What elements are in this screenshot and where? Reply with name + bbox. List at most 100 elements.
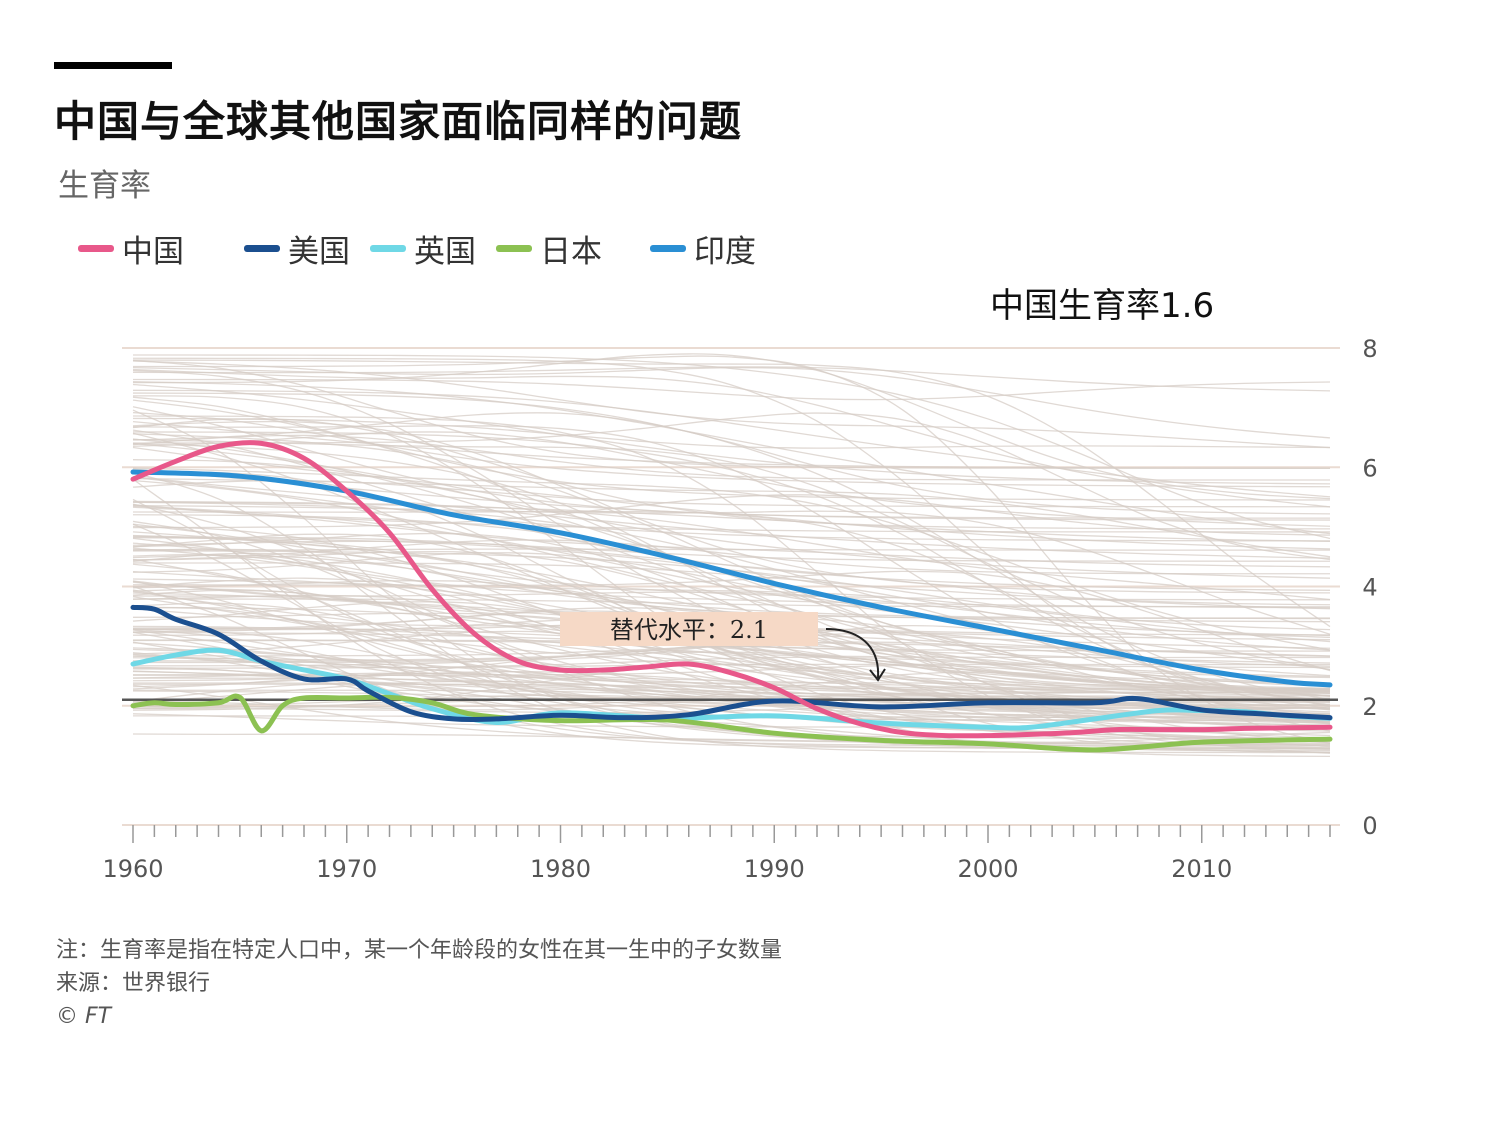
country-line <box>132 477 1331 558</box>
country-line <box>132 389 1331 498</box>
legend-item-uk: 英国 <box>370 226 476 270</box>
country-line <box>132 471 1331 754</box>
country-line <box>132 359 1331 628</box>
note-text: 注：生育率是指在特定人口中，某一个年龄段的女性在其一生中的子女数量 <box>56 938 783 963</box>
x-tick-label-1990: 1990 <box>744 855 805 883</box>
x-tick-label-2010: 2010 <box>1171 855 1232 883</box>
country-line <box>132 537 1331 609</box>
country-line <box>132 552 1331 623</box>
country-line <box>132 504 1331 635</box>
replacement-arrow <box>825 628 880 679</box>
replacement-annotation: 替代水平：2.1 <box>560 612 886 682</box>
chart-legend: 中国 美国 英国 日本 印度 <box>78 226 838 270</box>
country-line <box>132 494 1331 536</box>
country-line <box>132 506 1331 568</box>
country-line <box>132 554 1331 620</box>
x-tick-label-2000: 2000 <box>957 855 1018 883</box>
country-line <box>132 392 1331 701</box>
country-line <box>132 684 1331 745</box>
y-tick-label-8: 8 <box>1362 335 1377 363</box>
legend-swatch-usa <box>244 244 280 252</box>
country-line <box>132 558 1331 715</box>
replacement-arrowhead <box>869 668 886 682</box>
country-line <box>132 476 1331 542</box>
legend-label-japan: 日本 <box>540 233 602 270</box>
country-line <box>132 446 1331 550</box>
country-line <box>132 606 1331 707</box>
legend-label-usa: 美国 <box>288 233 350 270</box>
country-line <box>132 505 1331 671</box>
chart-title: 中国与全球其他国家面临同样的问题 <box>54 97 743 146</box>
country-line <box>132 475 1331 559</box>
country-line <box>132 417 1331 449</box>
legend-swatch-india <box>650 244 686 252</box>
country-line <box>132 700 1331 714</box>
legend-label-india: 印度 <box>694 233 756 270</box>
country-line <box>132 537 1331 651</box>
country-line <box>132 409 1331 740</box>
legend-item-japan: 日本 <box>496 226 602 270</box>
country-line <box>132 552 1331 637</box>
series-line-0 <box>130 440 1333 739</box>
axes: 1960 1970 1980 1990 2000 2010 0 2 4 6 8 <box>102 335 1377 883</box>
country-line <box>132 715 1331 743</box>
legend-swatch-china <box>78 244 114 252</box>
country-line <box>132 591 1331 638</box>
legend-swatch-uk <box>370 244 406 252</box>
country-line <box>132 539 1331 575</box>
country-line <box>132 647 1331 700</box>
country-line <box>132 570 1331 672</box>
x-tick-label-1960: 1960 <box>102 855 163 883</box>
x-tick-label-1980: 1980 <box>530 855 591 883</box>
legend-item-india: 印度 <box>650 226 756 270</box>
country-line <box>132 434 1331 481</box>
y-tick-label-2: 2 <box>1362 693 1377 721</box>
legend-item-usa: 美国 <box>244 226 350 270</box>
country-line <box>132 383 1331 485</box>
series-line-2 <box>130 647 1333 731</box>
legend-item-china: 中国 <box>78 226 184 270</box>
country-line <box>132 353 1331 500</box>
country-line <box>132 501 1331 708</box>
country-line <box>132 396 1331 501</box>
x-tick-label-1970: 1970 <box>316 855 377 883</box>
country-line <box>132 355 1331 745</box>
y-tick-label-0: 0 <box>1362 812 1377 840</box>
country-line <box>132 479 1331 695</box>
replacement-label-box <box>560 612 818 646</box>
country-line <box>132 651 1331 697</box>
y-tick-label-6: 6 <box>1362 454 1377 482</box>
china-rate-annotation: 中国生育率1.6 <box>990 286 1215 326</box>
country-line <box>132 420 1331 594</box>
chart-notes: 注：生育率是指在特定人口中，某一个年龄段的女性在其一生中的子女数量 来源：世界银… <box>56 934 782 1033</box>
series-line-1 <box>130 604 1333 723</box>
title-rule <box>54 62 172 69</box>
country-line <box>132 459 1331 579</box>
country-line <box>132 395 1331 743</box>
source-text: 来源：世界银行 <box>56 971 211 996</box>
country-line <box>132 415 1331 751</box>
country-line <box>132 381 1331 535</box>
country-line <box>132 399 1331 744</box>
country-line <box>132 359 1331 469</box>
legend-label-china: 中国 <box>122 233 184 270</box>
chart-subtitle: 生育率 <box>58 168 151 204</box>
credit-text: © FT <box>56 1004 112 1029</box>
y-tick-label-4: 4 <box>1362 574 1377 602</box>
country-line <box>132 580 1331 726</box>
legend-swatch-japan <box>496 244 532 252</box>
country-line <box>132 443 1331 695</box>
legend-label-uk: 英国 <box>414 233 476 270</box>
highlighted-series <box>130 440 1333 753</box>
country-line <box>132 354 1331 540</box>
country-line <box>132 360 1331 449</box>
country-line <box>132 412 1331 515</box>
country-line <box>132 683 1331 746</box>
series-line-3 <box>130 693 1333 753</box>
country-line <box>132 366 1331 439</box>
country-line <box>132 378 1331 401</box>
country-line <box>132 631 1331 709</box>
other-countries-lines <box>132 353 1331 758</box>
replacement-label: 替代水平：2.1 <box>610 616 768 644</box>
